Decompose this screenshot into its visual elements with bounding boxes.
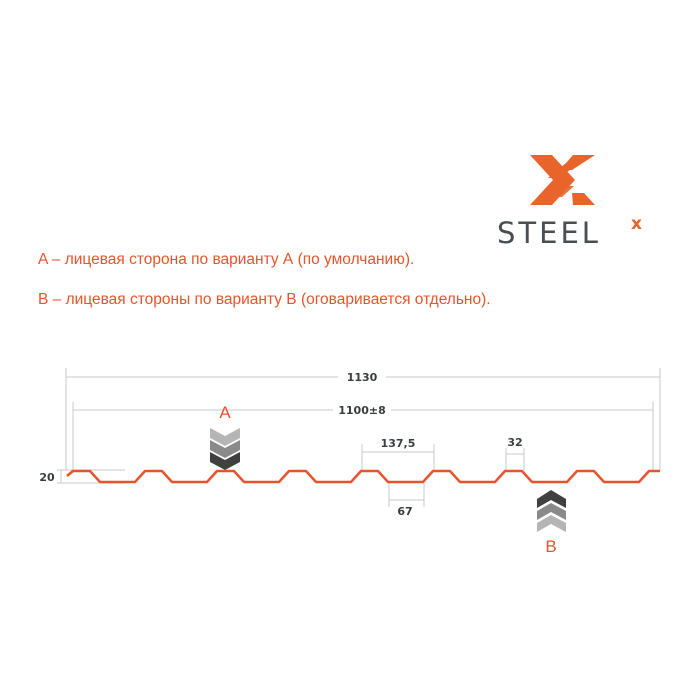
note-side-b: B – лицевая стороны по варианту В (огова…: [38, 291, 491, 308]
side-b-label: B: [545, 537, 556, 556]
dim-pitch: 137,5: [381, 437, 416, 450]
dim-bottom-flat: 67: [397, 505, 412, 518]
dim-useful-width: 1100±8: [338, 404, 386, 417]
dim-top-flat: 32: [507, 436, 522, 449]
side-a-chevrons-icon: [210, 428, 240, 470]
logo-x-mark: [530, 155, 595, 205]
dim-total-width: 1130: [347, 371, 378, 384]
side-b-chevrons-icon: [537, 490, 566, 532]
side-a-label: A: [219, 403, 231, 422]
dim-height: 20: [39, 471, 55, 484]
dimension-lines: [57, 368, 661, 507]
logo-wordmark: STEEL: [497, 216, 601, 250]
note-side-a: A – лицевая сторона по варианту А (по ум…: [38, 251, 415, 268]
logo-x-superscript: x: [631, 214, 642, 234]
sheet-profile: [66, 469, 660, 484]
